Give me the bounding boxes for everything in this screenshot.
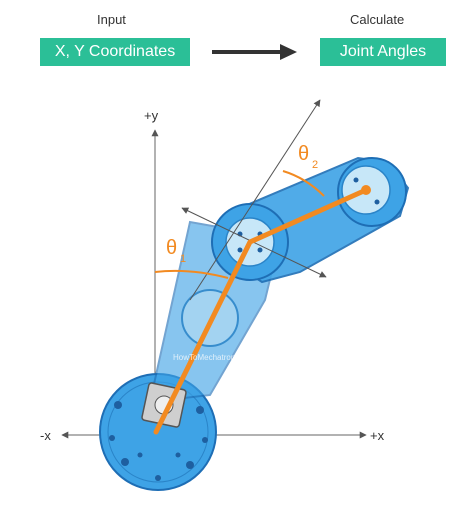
pos-x-axis-label: +x: [370, 428, 385, 443]
output-box: Joint Angles: [320, 38, 446, 66]
input-box: X, Y Coordinates: [40, 38, 190, 66]
theta1-subscript: 1: [180, 253, 186, 265]
theta1-arc: [154, 269, 229, 279]
input-label: Input: [97, 12, 126, 27]
watermark: HowToMechatronics: [173, 353, 245, 362]
theta1-label: θ: [166, 237, 177, 259]
y-axis-label: +y: [144, 108, 159, 123]
end-point: [361, 185, 371, 195]
theta2-label: θ: [298, 143, 309, 165]
theta2-arc: [282, 170, 325, 197]
calculate-label: Calculate: [350, 12, 405, 27]
neg-x-axis-label: -x: [40, 428, 51, 443]
theta2-subscript: 2: [312, 159, 318, 171]
kinematic-links: [153, 187, 369, 435]
